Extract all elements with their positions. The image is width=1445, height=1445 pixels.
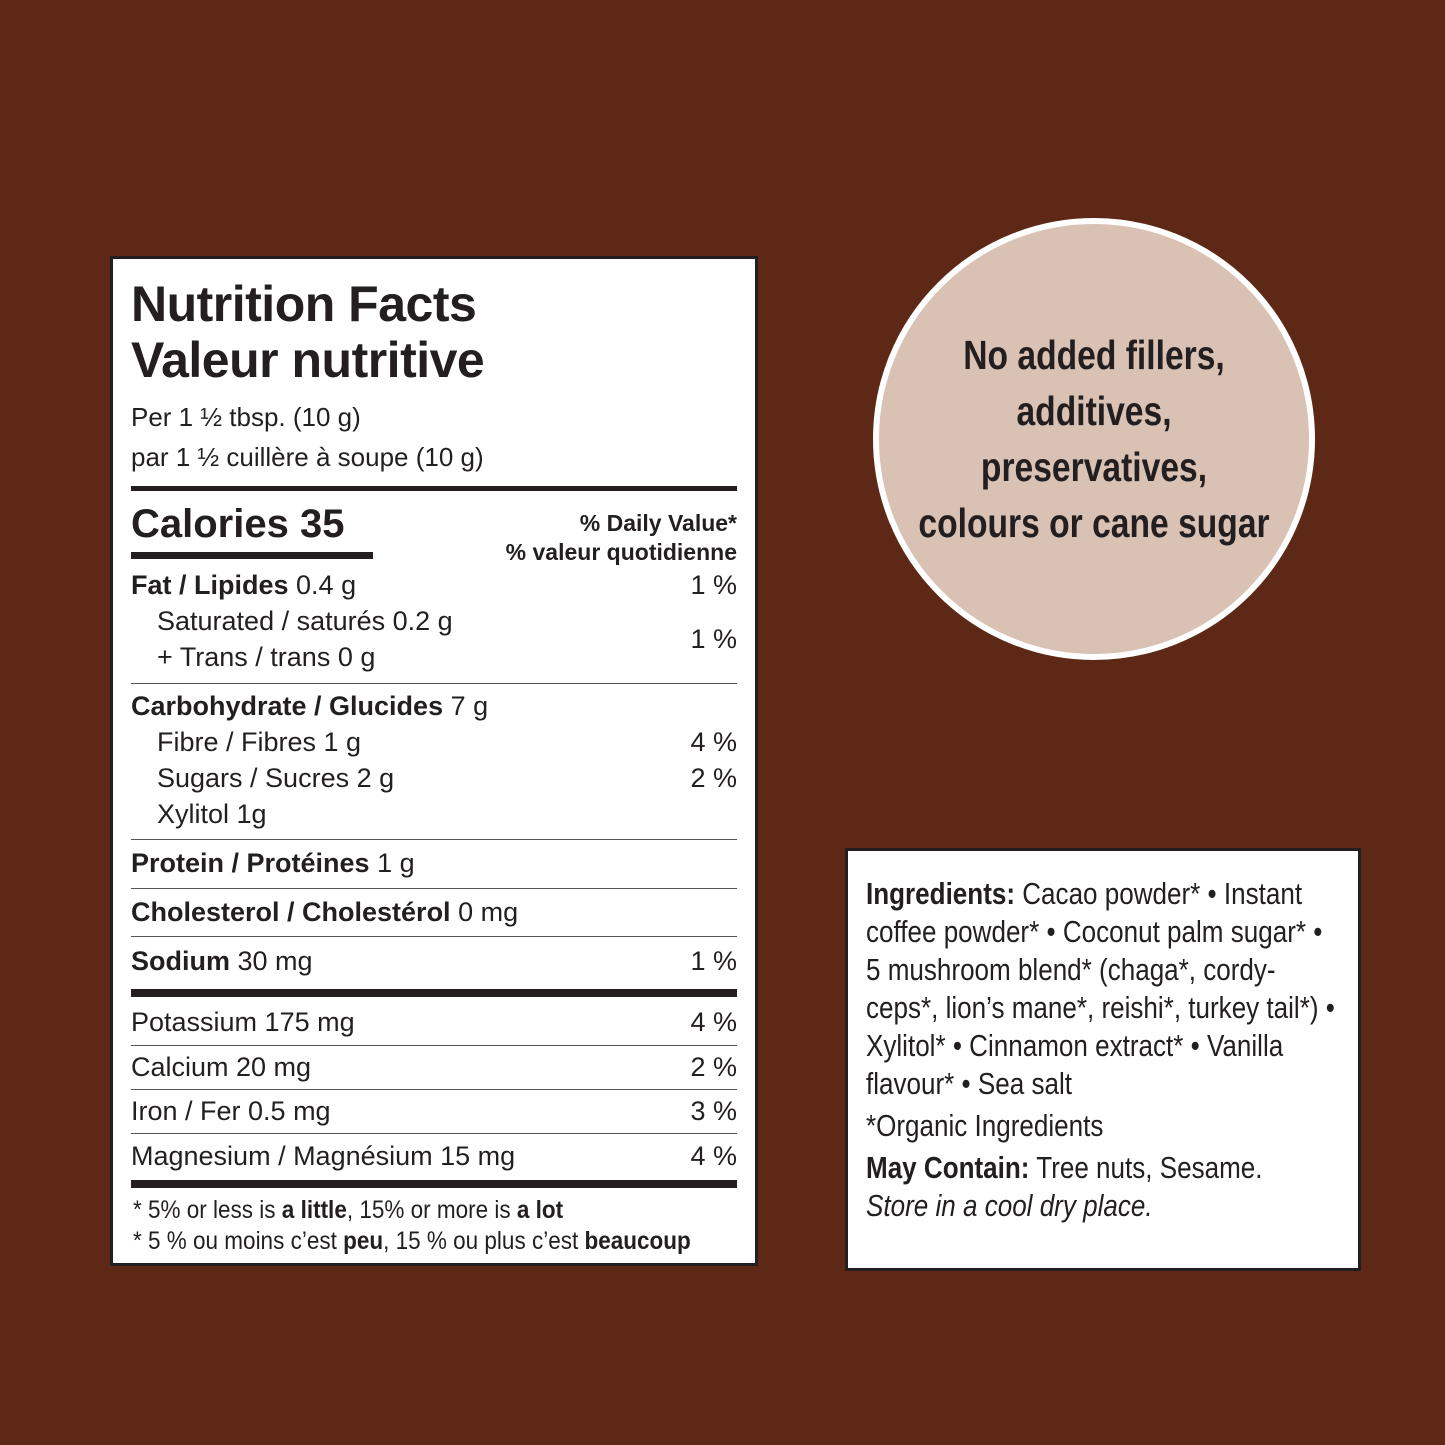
dv-header-en: % Daily Value* [579,510,737,536]
nutrition-facts-table: Nutrition Facts Valeur nutritive Per 1 ½… [110,256,758,1266]
storage-note: Store in a cool dry place. [866,1188,1153,1223]
sodium-row: Sodium 30 mg 1 % [131,946,737,976]
dv-header-fr: % valeur quotidienne [505,539,737,565]
badge-text: No added fillers, additives, preservativ… [918,332,1270,546]
cholesterol-row: Cholesterol / Cholestérol 0 mg [131,897,519,927]
mineral-row: Magnesium / Magnésium 15 mg 4 % [131,1141,737,1171]
organic-note: *Organic Ingredients [866,1108,1104,1143]
carb-row: Carbohydrate / Glucides 7 g [131,691,489,721]
serving-en: Per 1 ½ tbsp. (10 g) [131,402,361,432]
sat-trans-dv: 1 % [690,624,737,654]
divider [131,936,737,937]
divider [131,1045,737,1046]
saturated-row: Saturated / saturés 0.2 g [157,606,453,636]
footnote-en: * 5% or less is a little, 15% or more is… [133,1196,564,1224]
mineral-row: Potassium 175 mg 4 % [131,1007,737,1037]
divider [131,1089,737,1090]
title-en: Nutrition Facts [131,276,477,332]
protein-row: Protein / Protéines 1 g [131,848,415,878]
divider [131,1180,737,1188]
footnote-fr: * 5 % ou moins c’est peu, 15 % ou plus c… [133,1227,691,1255]
ingredients-box: Ingredients: Cacao powder* • Instant cof… [845,848,1361,1271]
divider [131,989,737,997]
mineral-row: Calcium 20 mg 2 % [131,1052,737,1082]
xylitol-row: Xylitol 1g [157,799,267,829]
mineral-row: Iron / Fer 0.5 mg 3 % [131,1096,737,1126]
divider [131,1133,737,1134]
divider [131,552,373,559]
no-additives-badge: No added fillers, additives, preservativ… [873,218,1315,660]
calories: Calories 35 [131,502,345,546]
divider [131,839,737,840]
serving-fr: par 1 ½ cuillère à soupe (10 g) [131,442,484,472]
title-fr: Valeur nutritive [131,332,485,388]
trans-row: + Trans / trans 0 g [157,642,376,672]
ingredients-text: Ingredients: Cacao powder* • Instant cof… [866,876,1335,1223]
divider [131,888,737,889]
divider [131,486,737,491]
divider [131,683,737,684]
